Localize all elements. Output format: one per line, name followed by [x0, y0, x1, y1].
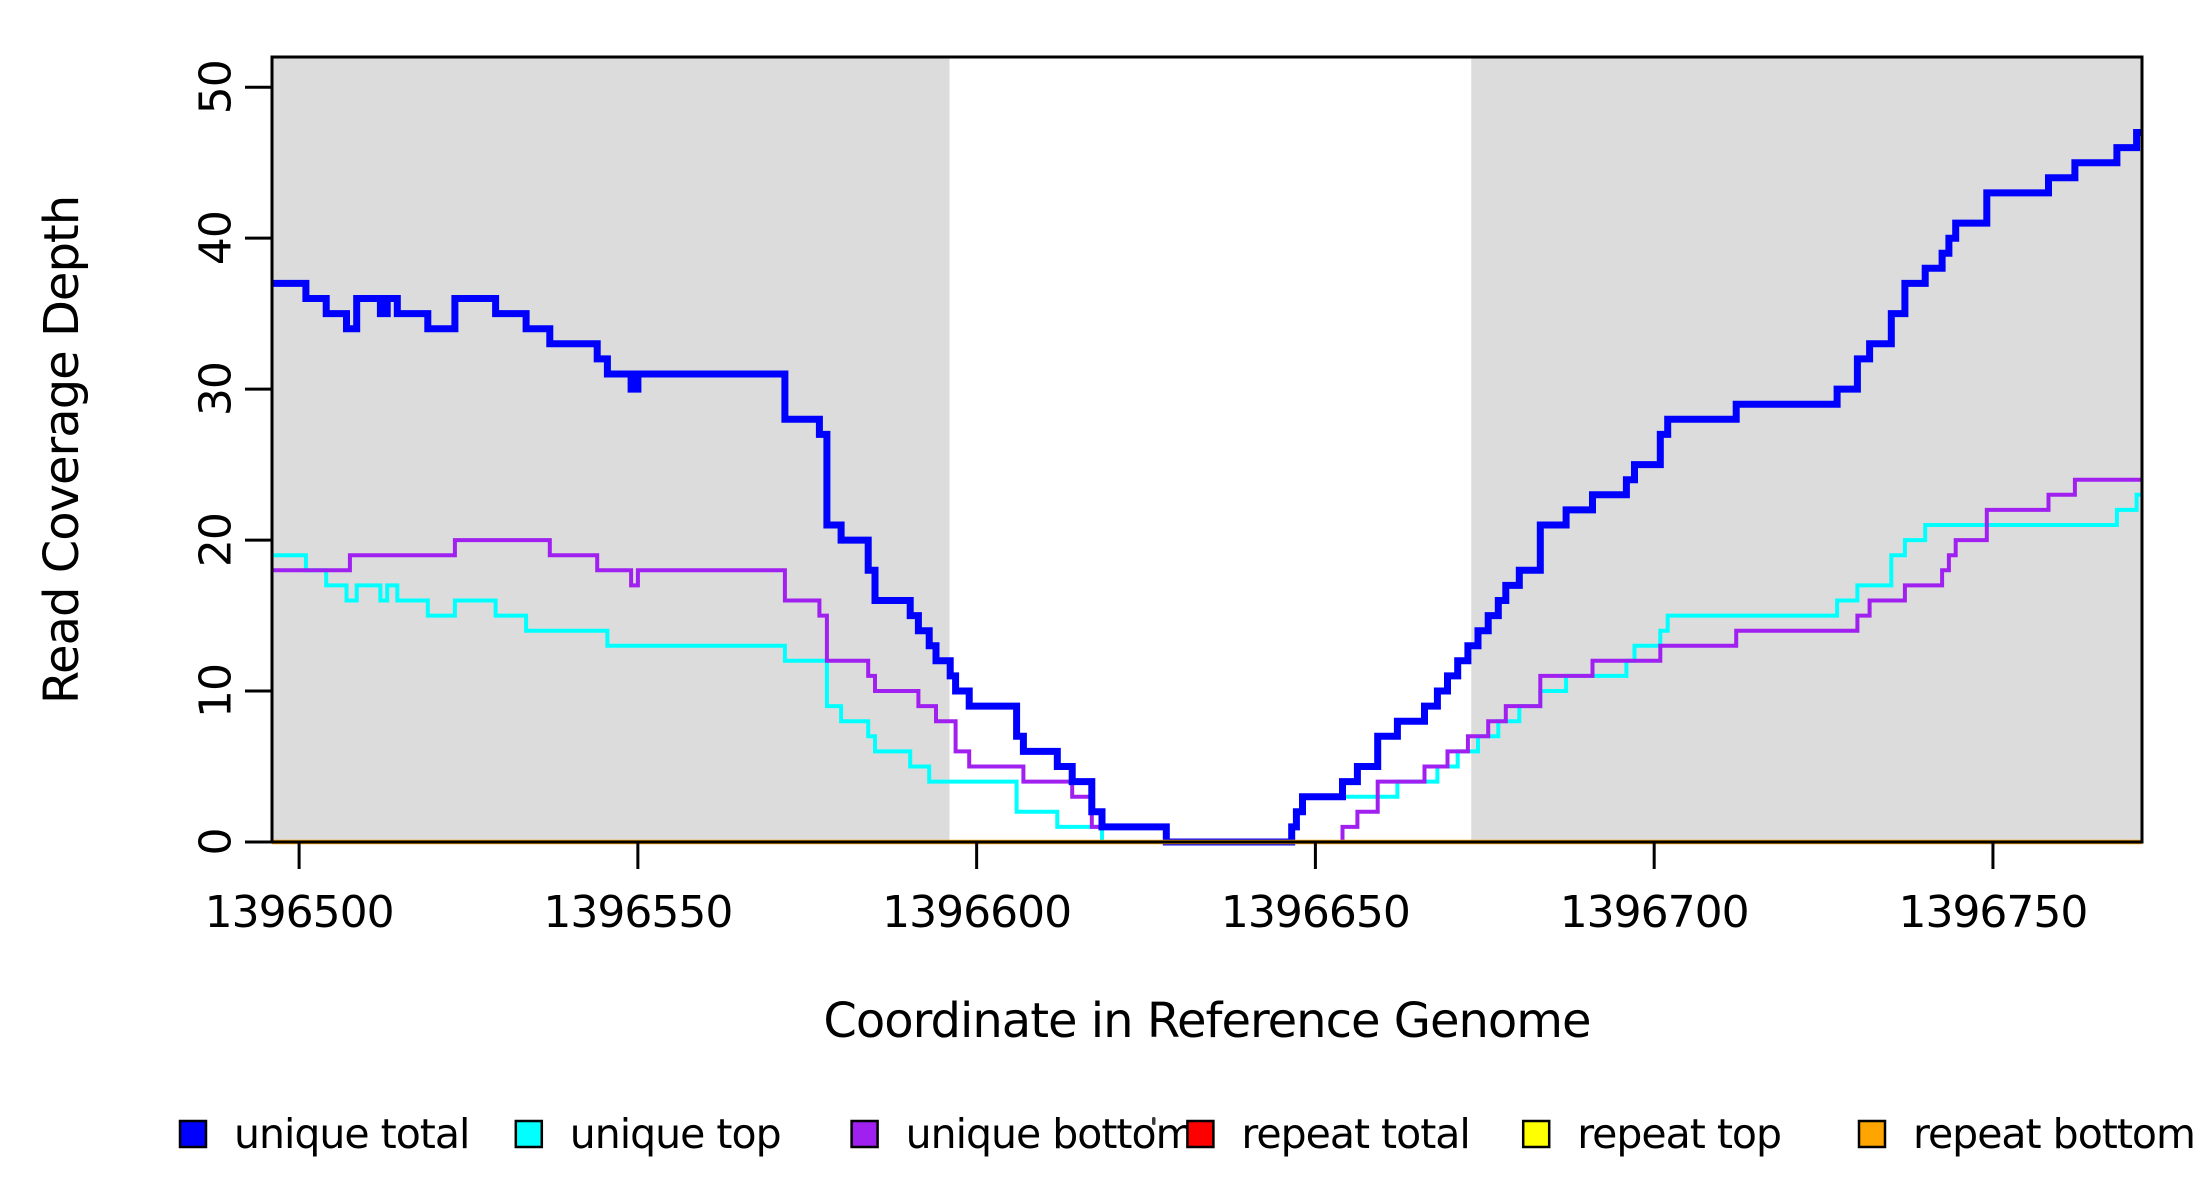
stray-mark [1152, 1117, 1156, 1125]
legend-label-repeat-bottom: repeat bottom [1913, 1110, 2195, 1158]
legend-swatch-unique-top [514, 1119, 544, 1149]
y-tick-label: 30 [191, 362, 242, 416]
x-tick-label: 1396500 [205, 887, 394, 938]
legend-swatch-repeat-bottom [1857, 1119, 1887, 1149]
chart-legend: unique total unique top unique bottom repea… [178, 1110, 2196, 1158]
x-axis-title: Coordinate in Reference Genome [823, 993, 1590, 1049]
y-tick-label: 10 [191, 664, 242, 718]
right-gray-band [1471, 57, 2142, 842]
y-tick-label: 40 [191, 211, 242, 265]
plot-border-box [270, 55, 2144, 844]
legend-label-unique-bottom: unique bottom [906, 1110, 1195, 1158]
legend-label-unique-total: unique total [234, 1110, 469, 1158]
legend-label-repeat-top: repeat top [1577, 1110, 1781, 1158]
y-axis-title: Read Coverage Depth [34, 196, 90, 704]
y-tick-label: 50 [191, 60, 242, 114]
legend-swatch-repeat-top [1521, 1119, 1551, 1149]
y-axis: 0 10 20 30 40 50 [191, 60, 272, 856]
x-tick-label: 1396650 [1221, 887, 1410, 938]
legend-swatch-repeat-total [1186, 1119, 1215, 1149]
shaded-region-bands [272, 57, 2142, 842]
series-line-unique-total [272, 129, 2142, 846]
legend-swatch-unique-bottom [850, 1119, 879, 1149]
x-tick-label: 1396550 [543, 887, 732, 938]
legend-swatch-unique-total [178, 1119, 208, 1149]
series-line-unique-bottom [272, 477, 2142, 844]
stray-dot [1152, 1117, 1156, 1125]
x-axis: 1396500 1396550 1396600 1396650 1396700 13967… [205, 842, 2088, 938]
left-gray-band [272, 57, 950, 842]
x-tick-label: 1396750 [1898, 887, 2087, 938]
x-tick-label: 1396700 [1560, 887, 1749, 938]
y-tick-label: 20 [191, 513, 242, 567]
y-tick-label: 0 [191, 829, 242, 856]
legend-label-repeat-total: repeat total [1241, 1110, 1469, 1158]
legend-label-unique-top: unique top [570, 1110, 781, 1158]
x-tick-label: 1396600 [882, 887, 1071, 938]
